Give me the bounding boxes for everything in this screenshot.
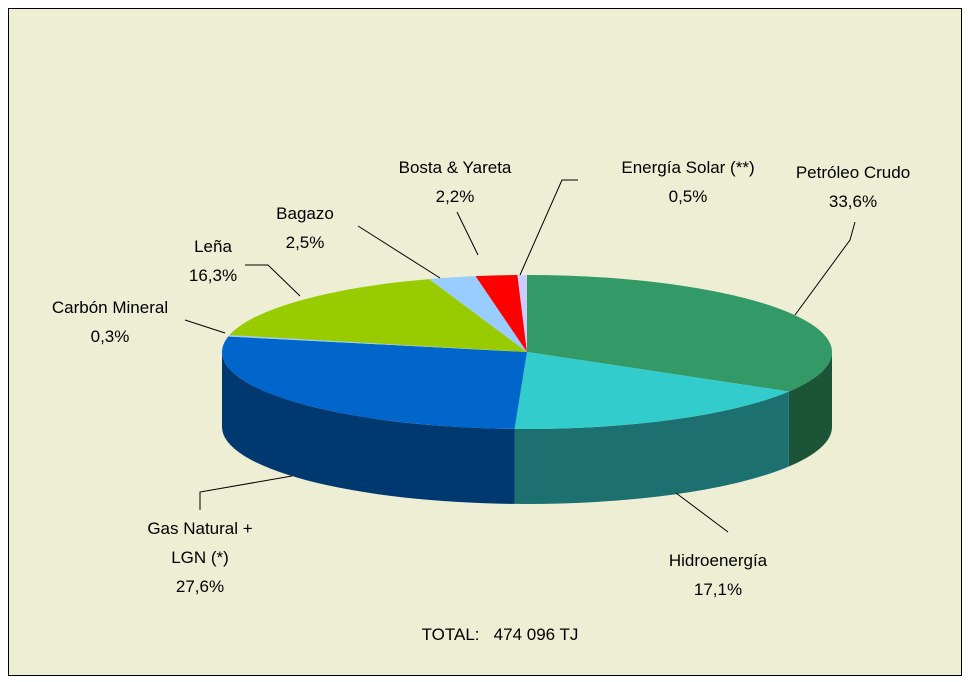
pie — [222, 275, 832, 504]
value-label: 2,5% — [285, 233, 325, 252]
value-label: 17,1% — [693, 580, 743, 599]
slice — [229, 279, 527, 352]
slice-side — [788, 352, 832, 467]
slice — [429, 276, 527, 352]
value-label: 2,2% — [435, 187, 475, 206]
value-label: 27,6% — [175, 577, 225, 596]
leader-line — [245, 264, 301, 297]
slice-label: Hidroenergía 17,1% — [669, 546, 767, 604]
leader-line — [357, 225, 441, 279]
category-label: Leña — [194, 237, 232, 256]
category-label: Carbón Mineral — [51, 298, 169, 317]
slice-label: Carbón Mineral 0,3% — [52, 293, 168, 351]
slice-label: Bagazo 2,5% — [276, 199, 334, 257]
slice — [475, 275, 527, 352]
leader-lines — [184, 179, 856, 533]
slice-label: Bosta & Yareta 2,2% — [399, 153, 512, 211]
slice-label: Petróleo Crudo 33,6% — [796, 158, 910, 216]
leader-line — [794, 221, 856, 316]
value-label: 0,5% — [668, 187, 708, 206]
category-label: Gas Natural + LGN (*) — [147, 519, 253, 567]
category-label: Bosta & Yareta — [398, 158, 512, 177]
pie-tops — [222, 275, 832, 429]
slice-label: Leña 16,3% — [189, 232, 237, 290]
leader-line — [199, 475, 293, 510]
slice-label: Energía Solar (**) 0,5% — [621, 153, 754, 211]
leader-line — [184, 319, 226, 334]
value-label: 0,3% — [90, 327, 130, 346]
value-label: 33,6% — [828, 192, 878, 211]
leader-line — [675, 492, 729, 533]
slice-label: Gas Natural + LGN (*) 27,6% — [133, 514, 268, 601]
category-label: Bagazo — [276, 204, 334, 223]
slice-side — [222, 352, 515, 504]
value-label: 16,3% — [188, 266, 238, 285]
leader-line — [456, 211, 479, 256]
slice — [228, 335, 527, 352]
category-label: Petróleo Crudo — [795, 163, 911, 182]
pie-sides — [222, 352, 832, 504]
slice — [517, 275, 527, 352]
total-annotation: TOTAL: 474 096 TJ — [421, 625, 579, 644]
leader-line — [519, 179, 578, 276]
slice — [527, 275, 832, 392]
category-label: Energía Solar (**) — [621, 158, 755, 177]
category-label: Hidroenergía — [668, 551, 768, 570]
slice-side — [514, 391, 789, 504]
slice — [514, 352, 789, 429]
slice — [222, 336, 528, 429]
